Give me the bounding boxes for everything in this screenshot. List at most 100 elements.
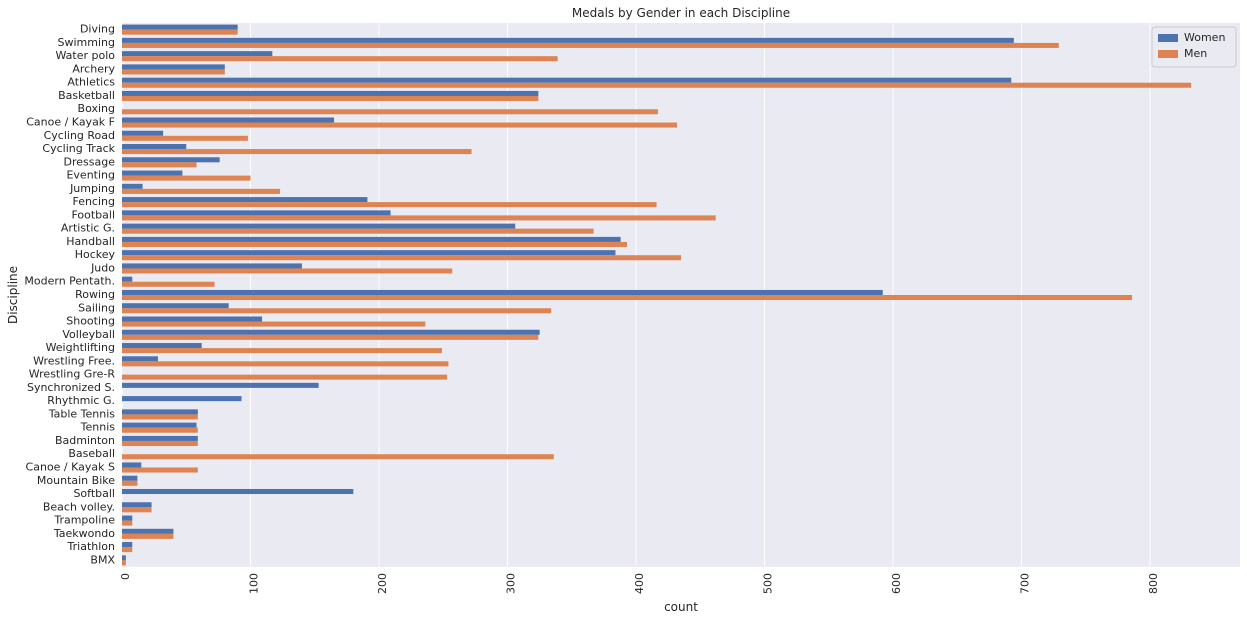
- bar-men: [122, 29, 238, 35]
- bar-women: [122, 144, 187, 150]
- y-tick-label: Basketball: [58, 89, 115, 102]
- bar-men: [122, 149, 472, 155]
- y-tick-label: Water polo: [55, 49, 115, 62]
- x-tick-label: 400: [633, 573, 646, 594]
- bar-women: [122, 475, 138, 481]
- y-tick-label: Trampoline: [53, 514, 115, 527]
- legend: Women Men: [1151, 26, 1237, 68]
- bar-women: [122, 64, 225, 70]
- bar-women: [122, 24, 238, 30]
- bar-men: [122, 162, 197, 168]
- bar-women: [122, 276, 133, 282]
- y-tick-label: Volleyball: [62, 328, 115, 341]
- bar-men: [122, 175, 251, 181]
- bar-women: [122, 90, 539, 96]
- y-tick-label: Swimming: [58, 36, 115, 49]
- bar-women: [122, 435, 198, 441]
- bar-men: [122, 241, 628, 247]
- x-tick-label: 500: [762, 573, 775, 594]
- bar-women: [122, 356, 158, 362]
- x-tick-label: 700: [1019, 573, 1032, 594]
- bar-women: [122, 316, 263, 322]
- y-tick-label: Cycling Road: [44, 129, 115, 142]
- bar-men: [122, 520, 133, 526]
- bar-men: [122, 202, 657, 208]
- bar-men: [122, 334, 539, 340]
- x-axis-label: count: [664, 600, 698, 614]
- y-tick-label: BMX: [90, 553, 115, 566]
- y-tick-label: Wrestling Gre-R: [29, 368, 116, 381]
- bar-women: [122, 51, 273, 57]
- bar-women: [122, 528, 174, 534]
- bar-men: [122, 533, 174, 539]
- y-tick-label: Softball: [73, 487, 115, 500]
- y-tick-label: Handball: [66, 235, 115, 248]
- bar-men: [122, 215, 716, 221]
- bar-men: [122, 374, 448, 380]
- bar-men: [122, 188, 281, 194]
- bar-women: [122, 289, 883, 295]
- y-tick-label: Synchronized S.: [27, 381, 115, 394]
- bar-men: [122, 69, 225, 75]
- bar-men: [122, 308, 552, 314]
- bar-women: [122, 197, 368, 203]
- bar-men: [122, 255, 681, 261]
- y-tick-label: Shooting: [66, 315, 115, 328]
- bar-men: [122, 361, 449, 367]
- y-tick-label: Canoe / Kayak F: [26, 116, 115, 129]
- legend-swatch-men: [1158, 50, 1178, 58]
- bar-women: [122, 303, 229, 309]
- x-tick-labels: 0 100 200 300 400 500 600 700 800: [119, 573, 1160, 594]
- bar-women: [122, 422, 197, 428]
- bar-men: [122, 228, 594, 234]
- y-tick-label: Athletics: [67, 76, 115, 89]
- y-tick-label: Modern Pentath.: [24, 275, 115, 288]
- bars: [122, 24, 1192, 566]
- bar-men: [122, 454, 554, 460]
- y-tick-label: Judo: [90, 261, 115, 274]
- x-tick-label: 600: [890, 573, 903, 594]
- bar-men: [122, 281, 215, 287]
- y-tick-label: Rhythmic G.: [47, 394, 115, 407]
- y-tick-label: Badminton: [55, 434, 115, 447]
- bar-women: [122, 515, 133, 521]
- legend-swatch-women: [1158, 34, 1178, 42]
- bar-women: [122, 223, 516, 229]
- bar-women: [122, 37, 1014, 43]
- y-tick-label: Taekwondo: [53, 527, 115, 540]
- bar-women: [122, 236, 621, 242]
- bar-women: [122, 157, 220, 163]
- bar-women: [122, 396, 242, 402]
- bar-women: [122, 555, 126, 561]
- y-tick-label: Boxing: [78, 102, 115, 115]
- bar-men: [122, 480, 138, 486]
- bar-women: [122, 117, 335, 123]
- y-tick-label: Baseball: [68, 447, 115, 460]
- bar-men: [122, 56, 558, 62]
- x-tick-label: 300: [505, 573, 518, 594]
- bar-women: [122, 343, 202, 349]
- bar-women: [122, 210, 391, 216]
- y-axis-label: Discipline: [6, 266, 20, 324]
- bar-women: [122, 263, 302, 269]
- bar-men: [122, 122, 678, 128]
- y-tick-label: Wrestling Free.: [33, 354, 115, 367]
- bar-men: [122, 135, 248, 141]
- bar-women: [122, 170, 183, 176]
- bar-men: [122, 321, 426, 327]
- bar-women: [122, 183, 143, 189]
- y-tick-label: Hockey: [75, 248, 116, 261]
- bar-men: [122, 42, 1059, 48]
- bar-women: [122, 488, 354, 495]
- bar-women: [122, 130, 164, 136]
- bar-women: [122, 462, 142, 468]
- y-tick-label: Canoe / Kayak S: [26, 460, 115, 473]
- y-tick-label: Table Tennis: [48, 407, 116, 420]
- bar-men: [122, 440, 198, 446]
- y-tick-label: Eventing: [66, 169, 115, 182]
- bar-men: [122, 95, 539, 102]
- y-tick-label: Tennis: [80, 421, 116, 434]
- y-tick-label: Diving: [80, 23, 115, 36]
